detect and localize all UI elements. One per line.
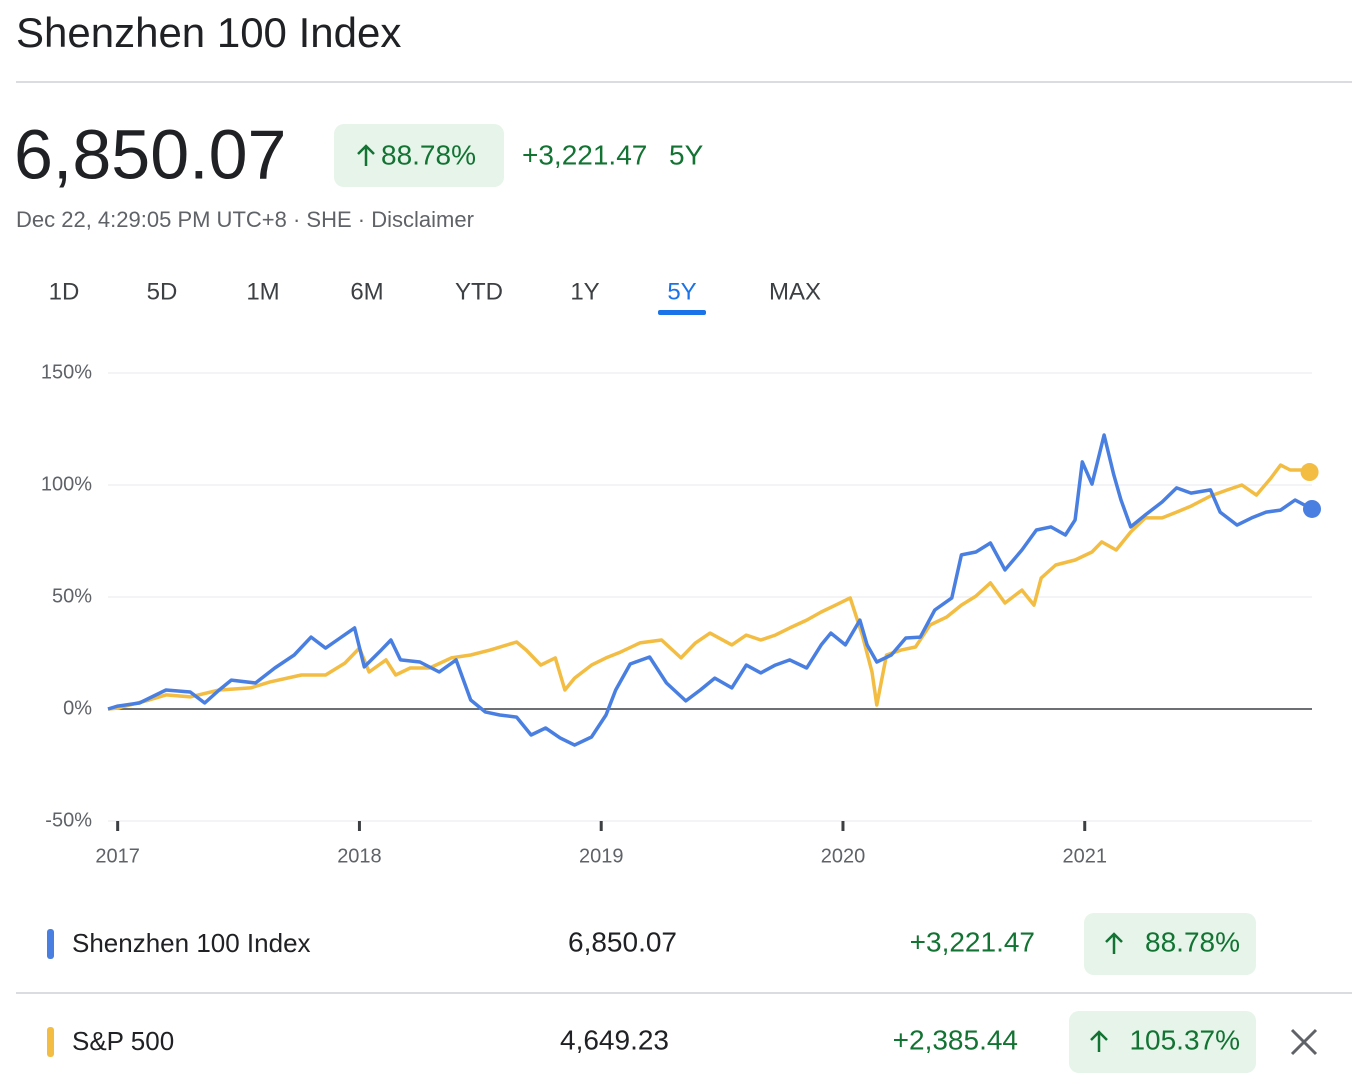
legend-swatch [47, 1027, 54, 1057]
timestamp-line: Dec 22, 4:29:05 PM UTC+8 · SHE · Disclai… [16, 207, 474, 232]
up-arrow [357, 144, 375, 166]
y-tick-label: 0% [63, 697, 92, 719]
row-price: 6,850.07 [568, 926, 677, 957]
y-tick-label: 50% [52, 585, 92, 607]
x-tick-label: 2018 [337, 845, 382, 867]
period: 5Y [669, 139, 704, 170]
row-change: +3,221.47 [910, 926, 1035, 957]
tab[interactable]: 1D [49, 278, 80, 305]
title: Shenzhen 100 Index [16, 9, 401, 56]
timestamp: Dec 22, 4:29:05 PM UTC+8 [16, 207, 287, 232]
tab[interactable]: YTD [455, 278, 503, 305]
up-arrow [1090, 1030, 1108, 1052]
legend-name: S&P 500 [72, 1026, 174, 1056]
y-tick-label: 100% [41, 473, 92, 495]
x-tick-label: 2020 [821, 845, 866, 867]
tab[interactable]: 1Y [570, 278, 599, 305]
tab[interactable]: 1M [246, 278, 279, 305]
tab[interactable]: MAX [769, 278, 821, 305]
up-arrow [1105, 932, 1123, 954]
x-tick-label: 2017 [95, 845, 140, 867]
disclaimer[interactable]: Disclaimer [371, 207, 474, 232]
row-price: 4,649.23 [560, 1024, 669, 1055]
end-dot [1300, 463, 1319, 482]
row-change: +2,385.44 [893, 1024, 1018, 1055]
separator: · [287, 207, 307, 232]
row-percent: 88.78% [1145, 926, 1240, 957]
row-pill [1084, 913, 1256, 975]
tab[interactable]: 5D [147, 278, 178, 305]
legend-swatch [47, 929, 54, 959]
tab[interactable]: 5Y [667, 278, 696, 305]
legend-name: Shenzhen 100 Index [72, 928, 311, 958]
separator: · [352, 207, 372, 232]
remove-comparison[interactable] [1290, 1028, 1318, 1056]
change: +3,221.47 [522, 139, 647, 170]
price: 6,850.07 [14, 115, 286, 193]
row-pill [1069, 1011, 1256, 1073]
exchange: SHE [306, 207, 351, 232]
series-line [107, 463, 1311, 711]
series-line [107, 433, 1313, 747]
y-tick-label: 150% [41, 361, 92, 383]
end-dot [1303, 499, 1321, 518]
y-tick-label: -50% [45, 809, 92, 831]
tab[interactable]: 6M [350, 278, 383, 305]
x-tick-label: 2021 [1062, 845, 1107, 867]
percent-change: 88.78% [381, 139, 476, 170]
tab-underline [658, 310, 706, 315]
x-tick-label: 2019 [579, 845, 624, 867]
change-pill [334, 124, 504, 187]
row-percent: 105.37% [1129, 1024, 1240, 1055]
